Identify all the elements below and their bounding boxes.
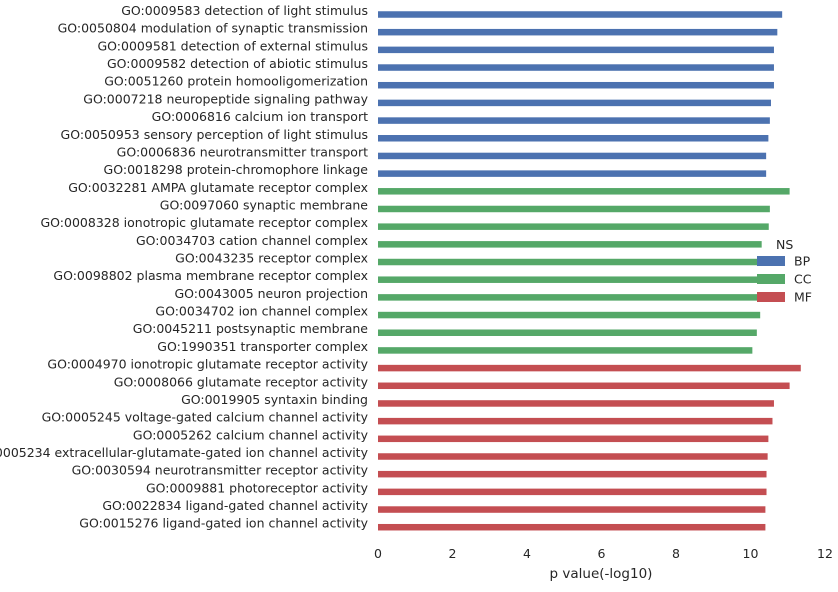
category-label-13: GO:0008328 ionotropic glutamate receptor…: [41, 215, 369, 230]
legend-title: NS: [776, 237, 793, 252]
bar-21: [378, 364, 801, 372]
bar-20: [378, 347, 753, 354]
category-label-25: GO:0005262 calcium channel activity: [133, 427, 369, 442]
category-label-16: GO:0098802 plasma membrane receptor comp…: [53, 268, 368, 283]
bar-3: [378, 46, 774, 54]
bar-15: [378, 258, 761, 266]
x-axis-title: p value(-log10): [550, 566, 653, 582]
category-label-24: GO:0005245 voltage-gated calcium channel…: [42, 410, 369, 425]
bar-29: [378, 506, 766, 513]
bar-17: [378, 294, 761, 301]
bar-25: [378, 435, 769, 443]
category-label-22: GO:0008066 glutamate receptor activity: [114, 374, 369, 389]
category-label-20: GO:1990351 transporter complex: [157, 339, 368, 354]
bar-13: [378, 223, 769, 230]
bar-22: [378, 382, 790, 390]
category-label-9: GO:0006836 neurotransmitter transport: [117, 144, 368, 159]
category-label-4: GO:0009582 detection of abiotic stimulus: [107, 56, 368, 71]
bar-2: [378, 28, 778, 36]
bar-11: [378, 188, 790, 195]
x-tick-label-2: 2: [449, 546, 457, 561]
bar-27: [378, 470, 767, 478]
bar-6: [378, 99, 771, 107]
legend-label-cc: CC: [794, 272, 812, 287]
category-label-27: GO:0030594 neurotransmitter receptor act…: [72, 463, 369, 478]
category-label-28: GO:0009881 photoreceptor activity: [146, 480, 369, 495]
x-tick-label-10: 10: [743, 546, 759, 561]
category-labels: GO:0009583 detection of light stimulus GO…: [0, 3, 369, 531]
x-tick-label-4: 4: [523, 546, 531, 561]
category-label-14: GO:0034703 cation channel complex: [136, 233, 368, 248]
category-label-8: GO:0050953 sensory perception of light s…: [61, 127, 368, 142]
category-label-17: GO:0043005 neuron projection: [174, 286, 368, 301]
legend-entries: BP CC MF: [757, 254, 812, 305]
bar-30: [378, 523, 766, 531]
bar-19: [378, 329, 757, 336]
x-tick-label-0: 0: [374, 546, 382, 561]
legend-label-bp: BP: [794, 254, 811, 269]
category-label-5: GO:0051260 protein homooligomerization: [104, 74, 368, 89]
category-label-18: GO:0034702 ion channel complex: [155, 304, 368, 319]
bar-16: [378, 276, 761, 283]
category-label-12: GO:0097060 synaptic membrane: [160, 197, 369, 212]
bar-14: [378, 241, 762, 248]
bars-group: [378, 11, 801, 531]
bar-18: [378, 311, 761, 319]
category-label-11: GO:0032281 AMPA glutamate receptor compl…: [68, 180, 368, 195]
legend-swatch-mf: [757, 292, 785, 302]
bar-4: [378, 64, 774, 71]
bar-23: [378, 400, 774, 407]
category-label-26: GO:0005234 extracellular-glutamate-gated…: [0, 445, 369, 460]
legend-swatch-cc: [757, 274, 785, 284]
category-label-29: GO:0022834 ligand-gated channel activity: [102, 498, 368, 513]
category-label-19: GO:0045211 postsynaptic membrane: [133, 321, 369, 336]
bar-5: [378, 81, 774, 89]
x-tick-label-6: 6: [598, 546, 606, 561]
bar-28: [378, 488, 767, 496]
bar-7: [378, 117, 770, 124]
bar-9: [378, 152, 767, 160]
category-label-3: GO:0009581 detection of external stimulu…: [98, 38, 369, 53]
x-tick-label-12: 12: [817, 546, 833, 561]
legend-swatch-bp: [757, 256, 785, 266]
legend: NS BP CC MF: [757, 237, 812, 305]
category-label-1: GO:0009583 detection of light stimulus: [121, 3, 368, 18]
legend-label-mf: MF: [794, 290, 812, 305]
bar-12: [378, 205, 770, 213]
category-label-30: GO:0015276 ligand-gated ion channel acti…: [79, 516, 368, 531]
bar-10: [378, 170, 767, 177]
bar-26: [378, 453, 768, 460]
x-tick-labels: 0 2 4 6 8 10 12: [374, 546, 833, 561]
category-label-10: GO:0018298 protein-chromophore linkage: [104, 162, 369, 177]
bar-8: [378, 135, 769, 142]
category-label-6: GO:0007218 neuropeptide signaling pathwa…: [83, 91, 368, 106]
category-label-2: GO:0050804 modulation of synaptic transm…: [58, 21, 368, 36]
category-label-23: GO:0019905 syntaxin binding: [181, 392, 368, 407]
category-label-15: GO:0043235 receptor complex: [175, 251, 368, 266]
bar-24: [378, 417, 773, 425]
x-tick-label-8: 8: [672, 546, 680, 561]
category-label-7: GO:0006816 calcium ion transport: [152, 109, 368, 124]
category-label-21: GO:0004970 ionotropic glutamate receptor…: [47, 357, 368, 372]
bar-1: [378, 11, 783, 18]
